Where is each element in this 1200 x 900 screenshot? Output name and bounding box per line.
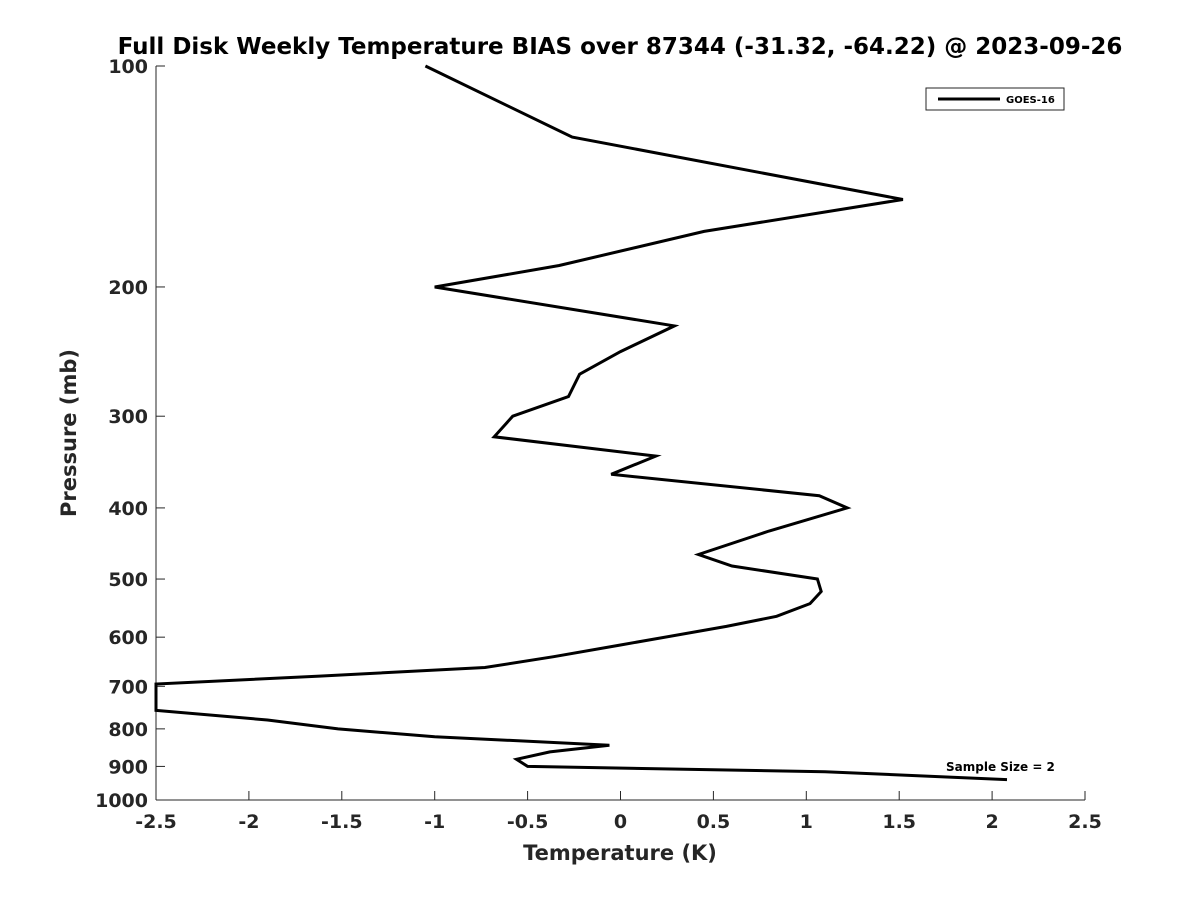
x-tick-label: 0.5 <box>697 811 731 833</box>
legend: GOES-16 <box>925 87 1065 111</box>
x-tick-label: 2 <box>985 811 998 833</box>
x-tick-label: -2 <box>238 811 259 833</box>
x-tick-label: -1 <box>424 811 445 833</box>
y-tick-label: 300 <box>108 406 148 428</box>
x-ticks: -2.5 -2 -1.5 -1 -0.5 0 0.5 1 1.5 2 2.5 <box>135 791 1102 833</box>
x-tick-label: 2.5 <box>1068 811 1102 833</box>
sample-size-annotation: Sample Size = 2 <box>946 760 1055 774</box>
y-ticks: 100 200 300 400 500 600 700 800 900 1000 <box>95 56 165 812</box>
y-tick-label: 1000 <box>95 790 148 812</box>
x-tick-label: 1 <box>800 811 813 833</box>
x-tick-label: -2.5 <box>135 811 177 833</box>
y-tick-label: 700 <box>108 676 148 698</box>
x-tick-label: 1.5 <box>882 811 916 833</box>
series-line-goes-16 <box>154 64 1008 782</box>
y-tick-label: 800 <box>108 719 148 741</box>
x-axis-label: Temperature (K) <box>523 841 717 865</box>
y-tick-label: 600 <box>108 627 148 649</box>
y-tick-label: 900 <box>108 756 148 778</box>
y-tick-label: 200 <box>108 277 148 299</box>
legend-label-goes16: GOES-16 <box>1006 95 1055 106</box>
x-tick-label: 0 <box>614 811 627 833</box>
y-axis-label: Pressure (mb) <box>57 349 81 517</box>
y-tick-label: 100 <box>108 56 148 78</box>
y-tick-label: 400 <box>108 498 148 520</box>
chart-title: Full Disk Weekly Temperature BIAS over 8… <box>118 34 1123 60</box>
y-tick-label: 500 <box>108 569 148 591</box>
plot-axes <box>155 66 1085 801</box>
x-tick-label: -1.5 <box>321 811 363 833</box>
series-layer <box>154 64 1008 782</box>
x-tick-label: -0.5 <box>507 811 549 833</box>
